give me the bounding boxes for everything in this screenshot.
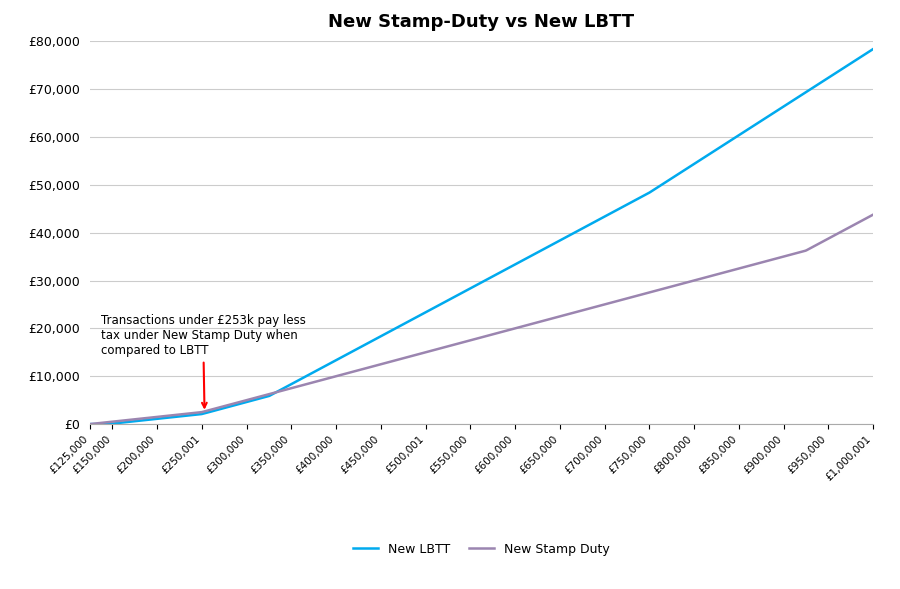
New Stamp Duty <box>868 211 878 219</box>
New LBTT <box>560 234 571 241</box>
New Stamp Duty <box>583 305 594 312</box>
New LBTT <box>539 245 550 252</box>
New Stamp Duty <box>132 415 143 422</box>
New LBTT <box>679 167 689 174</box>
New Stamp Duty <box>539 317 550 324</box>
New LBTT <box>132 418 143 425</box>
New LBTT <box>583 221 594 229</box>
New Stamp Duty <box>560 312 571 319</box>
New Stamp Duty <box>679 280 689 287</box>
Legend: New LBTT, New Stamp Duty: New LBTT, New Stamp Duty <box>348 538 615 561</box>
Title: New Stamp-Duty vs New LBTT: New Stamp-Duty vs New LBTT <box>328 14 634 31</box>
New LBTT <box>759 115 769 123</box>
New LBTT <box>85 421 95 428</box>
Line: New LBTT: New LBTT <box>90 49 873 424</box>
Text: Transactions under £253k pay less
tax under New Stamp Duty when
compared to LBTT: Transactions under £253k pay less tax un… <box>101 314 306 408</box>
Line: New Stamp Duty: New Stamp Duty <box>90 215 873 424</box>
New Stamp Duty <box>759 258 769 265</box>
New LBTT <box>868 45 878 52</box>
New Stamp Duty <box>85 421 95 428</box>
